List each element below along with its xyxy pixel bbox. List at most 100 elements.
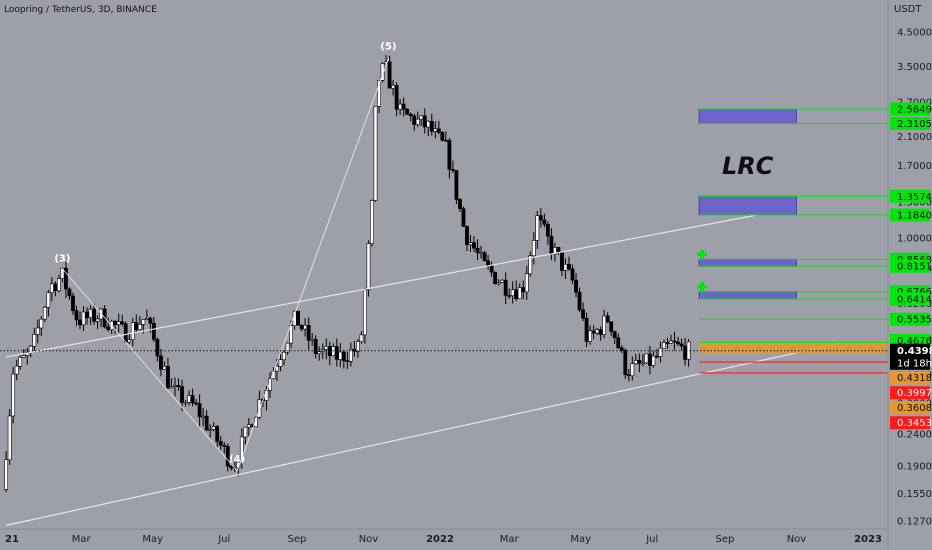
candle-body <box>524 273 529 293</box>
price-tick-label: 1.0000 <box>897 234 932 245</box>
candle-body <box>507 295 512 297</box>
support-tag: 0.4318 <box>897 373 932 384</box>
candle-body <box>542 219 547 225</box>
candle-body <box>197 403 202 418</box>
candle-body <box>366 243 371 291</box>
candle-body <box>531 240 536 257</box>
current-price-bg <box>890 343 930 370</box>
candle-body <box>384 61 388 65</box>
candle-body <box>405 108 410 115</box>
candle-body <box>225 446 230 467</box>
candle-body <box>246 424 251 428</box>
candle-body <box>370 200 374 244</box>
time-tick-label: Nov <box>787 534 807 545</box>
wave-label: (3) <box>54 253 70 264</box>
candle-body <box>612 331 617 339</box>
candle-body <box>194 402 198 405</box>
time-tick-label: Nov <box>359 534 379 545</box>
candle-body <box>577 291 582 311</box>
candle-body <box>208 429 213 431</box>
candle-body <box>169 386 174 389</box>
candle-body <box>605 315 610 323</box>
candle-body <box>60 267 65 279</box>
resistance-tag-bg <box>890 208 930 222</box>
candle-body <box>581 309 585 319</box>
support-tag: 0.3608 <box>897 403 932 414</box>
candle-body <box>88 308 93 319</box>
candle-body <box>81 311 86 326</box>
candle-body <box>359 334 364 342</box>
candle-body <box>159 355 163 370</box>
candle-body <box>500 279 505 283</box>
candle-body <box>426 120 431 128</box>
candle-body <box>521 287 526 293</box>
plus-icon <box>697 249 708 260</box>
resistance-tag: 1.1840 <box>897 211 932 222</box>
candle-body <box>528 255 533 275</box>
candle-body <box>243 426 248 438</box>
candle-body <box>155 339 160 357</box>
candle-body <box>412 115 417 125</box>
candle-body <box>222 444 227 447</box>
candle-body <box>148 318 153 324</box>
candle-body <box>391 85 395 89</box>
candle-body <box>254 416 258 428</box>
candle-body <box>377 80 381 107</box>
candle-body <box>563 263 568 271</box>
candle-body <box>85 311 89 319</box>
time-tick-label: May <box>570 534 591 545</box>
candle-body <box>78 319 82 326</box>
price-tick-label: 1.7000 <box>897 161 932 172</box>
candle-body <box>285 342 290 353</box>
candle-body <box>609 321 614 332</box>
candle-body <box>151 323 156 340</box>
candle-body <box>306 324 311 341</box>
support-zone <box>699 342 888 354</box>
candle-body <box>49 283 54 293</box>
candle-body <box>454 170 459 200</box>
candle-body <box>229 465 234 469</box>
currency-label: USDT <box>894 4 922 15</box>
candle-body <box>187 395 191 403</box>
candle-body <box>398 103 403 110</box>
candle-body <box>623 349 628 375</box>
candle-body <box>141 319 146 325</box>
candle-body <box>598 329 603 335</box>
candle-body <box>356 341 360 352</box>
candle-body <box>475 247 480 253</box>
candle-body <box>18 356 23 367</box>
price-tick-label: 2.1000 <box>897 132 932 143</box>
candle-body <box>401 103 406 110</box>
candle-body <box>387 61 392 89</box>
support-tag: 0.3997 <box>897 388 932 399</box>
candle-body <box>211 426 216 430</box>
candle-body <box>584 318 589 342</box>
time-tick-label: Sep <box>716 534 735 545</box>
candle-body <box>450 169 455 171</box>
candle-body <box>419 115 424 120</box>
candle-body <box>468 242 473 246</box>
candle-body <box>503 279 508 296</box>
candle-body <box>479 252 483 254</box>
resistance-tag-bg <box>890 259 930 273</box>
candle-body <box>461 208 466 227</box>
resistance-tag-bg <box>890 333 930 347</box>
candle-body <box>341 351 346 361</box>
resistance-zone <box>698 291 797 300</box>
candle-body <box>436 128 441 133</box>
candle-body <box>458 199 462 209</box>
support-tag-bg <box>890 371 930 385</box>
candle-body <box>21 355 26 358</box>
candle-body <box>363 289 367 336</box>
candle-body <box>67 288 72 297</box>
candle-body <box>92 308 96 322</box>
price-tick-label: 1.3000 <box>897 198 932 209</box>
time-tick-label: Mar <box>500 534 520 545</box>
candle-body <box>676 341 680 345</box>
candle-body <box>669 340 673 344</box>
time-axis[interactable]: 21 Mar May Jul Sep Nov 2022 Mar May Jul Sep Nov 2023 <box>5 534 882 545</box>
candle-body <box>560 252 564 271</box>
chart-title: Loopring / TetherUS, 3D, BINANCE <box>4 5 157 15</box>
